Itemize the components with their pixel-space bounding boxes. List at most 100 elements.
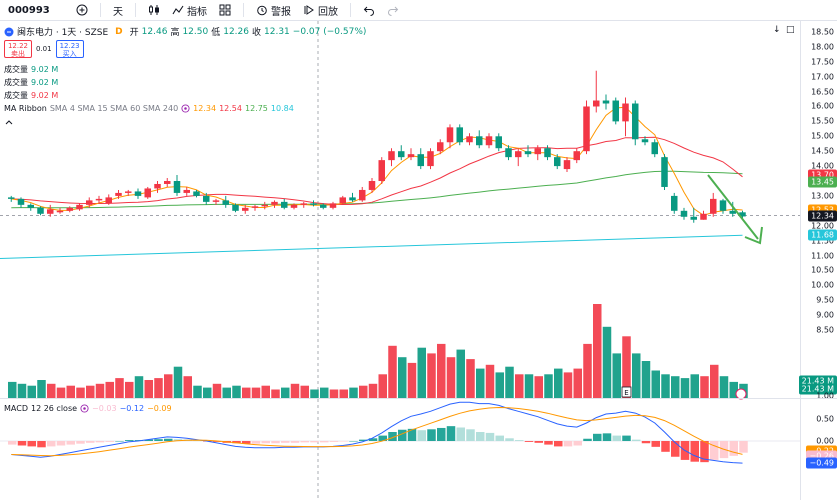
symbol-search[interactable]: 000993 (8, 4, 50, 16)
replay-button[interactable]: 回放 (297, 1, 344, 19)
volume-bar (515, 374, 524, 399)
macd-histogram-bar (641, 441, 651, 444)
macd-histogram-bar (261, 441, 270, 444)
volume-bar (651, 370, 660, 399)
candle-body (339, 197, 346, 204)
candle-body (554, 157, 561, 167)
macd-legend[interactable]: MACD 12 26 close −0.03 −0.12 −0.09 (4, 404, 172, 413)
volume-bar (563, 372, 573, 399)
volume-bar (329, 389, 339, 399)
macd-histogram-bar (193, 440, 202, 442)
candles-icon (149, 5, 159, 15)
indicators-button[interactable]: 指标 (166, 1, 213, 19)
volume-bar (173, 366, 183, 399)
macd-histogram-bar (27, 441, 36, 447)
replay-label: 回放 (318, 6, 338, 18)
candle-body (95, 198, 103, 201)
macd-histogram-bar (349, 441, 358, 442)
macd-histogram-bar (115, 441, 124, 442)
macd-histogram-bar (524, 441, 534, 442)
volume-legend[interactable]: 成交量 9.02 M (4, 64, 58, 75)
volume-bar (154, 378, 163, 399)
indicators-icon (172, 5, 184, 15)
price-axis[interactable]: 18.50 18.00 17.50 17.00 16.50 16.00 15.50 15.00… (798, 21, 837, 500)
volume-bar (115, 378, 124, 399)
candle-body (86, 200, 93, 205)
candle-body (680, 210, 688, 217)
volume-bar (17, 383, 27, 399)
volume-bar (476, 368, 485, 399)
undo-button[interactable] (357, 1, 381, 19)
chart-type-button[interactable] (142, 1, 166, 19)
market-status-badge: D (115, 26, 123, 37)
settings-icon[interactable] (80, 404, 89, 413)
macd-histogram-bar (476, 432, 485, 441)
volume-legend[interactable]: 成交量 9.02 M (4, 77, 58, 88)
macd-histogram-bar (573, 441, 582, 446)
scroll-down-icon[interactable]: ↓ (773, 25, 781, 35)
volume-bar (76, 387, 85, 399)
volume-legend[interactable]: 成交量 9.02 M (4, 90, 58, 101)
sell-button[interactable]: 12.22 卖出 (4, 40, 32, 58)
price-tick-label: 12.00 (811, 221, 834, 231)
candle-body (661, 157, 668, 187)
macd-histogram-bar (563, 441, 573, 447)
buy-button[interactable]: 12.23 买入 (55, 40, 84, 58)
maximize-icon[interactable]: □ (786, 25, 795, 35)
collapse-legend-button[interactable] (4, 118, 14, 126)
candle-body (476, 136, 483, 146)
candle-body (388, 151, 395, 161)
macd-tick-label: 0.50 (816, 414, 834, 423)
volume-bar (700, 376, 709, 399)
price-chart[interactable]: E (0, 21, 800, 500)
candle-body (37, 207, 44, 214)
candle-body (251, 206, 259, 208)
macd-histogram-bar (671, 441, 680, 457)
macd-histogram-bar (632, 439, 641, 441)
spread-value: 0.01 (36, 45, 52, 53)
layout-button[interactable] (213, 1, 237, 19)
candle-body (524, 151, 532, 155)
macd-signal-value: −0.09 (147, 404, 172, 413)
volume-label: 成交量 (4, 91, 28, 100)
candle-body (446, 127, 454, 143)
price-tick-label: 15.50 (811, 116, 834, 126)
price-tick-label: 10.00 (811, 280, 834, 290)
candle-body (573, 151, 580, 161)
candle-body (456, 127, 463, 143)
settings-icon[interactable] (181, 104, 190, 113)
price-tick-label: 13.00 (811, 191, 834, 201)
macd-signal-line (11, 406, 743, 457)
macd-histogram-bar (95, 441, 105, 443)
alert-button[interactable]: 警报 (250, 1, 297, 19)
candle-body (505, 148, 512, 158)
earnings-marker-label: E (624, 389, 628, 397)
ma-ribbon-params: SMA 4 SMA 15 SMA 60 SMA 240 (49, 104, 179, 113)
plus-circle-icon (76, 4, 88, 16)
alarm-clock-icon (257, 5, 267, 16)
macd-histogram-bar (437, 427, 446, 441)
price-tick-label: 16.50 (811, 87, 834, 97)
volume-bar (310, 389, 319, 399)
volume-bar (281, 387, 290, 399)
volume-bar (417, 347, 426, 399)
candle-body (242, 207, 249, 211)
volume-bar (56, 387, 66, 399)
macd-histogram-bar (417, 430, 426, 441)
macd-histogram-bar (515, 440, 524, 441)
redo-button[interactable] (381, 1, 405, 19)
alert-label: 警报 (271, 6, 291, 18)
interval-button[interactable]: 天 (113, 6, 123, 18)
price-badge: 12.34 (808, 210, 837, 222)
price-tick-label: 8.50 (816, 325, 834, 335)
volume-bar (427, 353, 436, 399)
annotation-arrow-line (707, 174, 759, 240)
ma-ribbon-legend[interactable]: MA Ribbon SMA 4 SMA 15 SMA 60 SMA 240 12… (4, 104, 294, 113)
add-symbol-button[interactable] (70, 1, 94, 19)
candle-body (651, 142, 658, 155)
macd-histogram-bar (739, 441, 748, 453)
price-tick-label: 11.00 (811, 251, 834, 261)
macd-histogram-bar (651, 441, 660, 447)
volume-bar (105, 381, 114, 399)
macd-histogram-bar (700, 441, 709, 463)
